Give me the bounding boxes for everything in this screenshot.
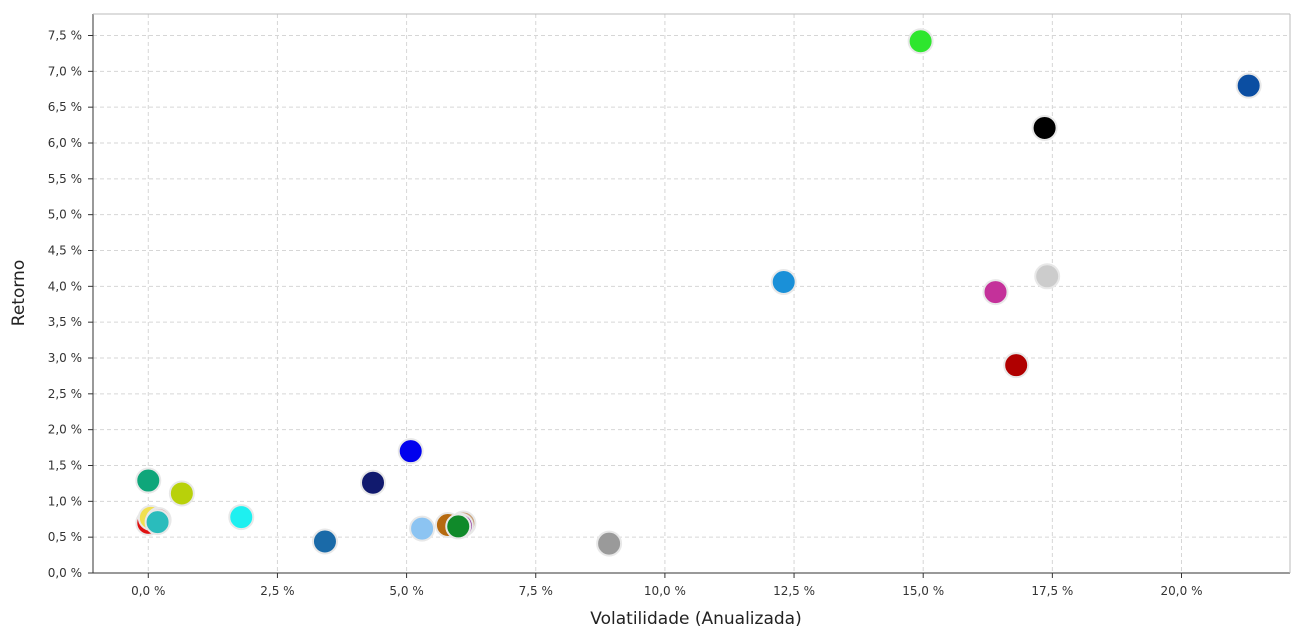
data-point — [360, 469, 387, 496]
x-tick-label: 15,0 % — [902, 584, 944, 598]
x-tick-label: 5,0 % — [389, 584, 423, 598]
y-tick-label: 5,0 % — [48, 208, 82, 222]
y-tick-label: 5,5 % — [48, 172, 82, 186]
y-tick-label: 2,0 % — [48, 423, 82, 437]
data-point — [397, 438, 424, 465]
y-tick-label: 4,0 % — [48, 279, 82, 293]
y-tick-label: 3,0 % — [48, 351, 82, 365]
y-tick-label: 6,0 % — [48, 136, 82, 150]
x-tick-label: 2,5 % — [260, 584, 294, 598]
x-tick-label: 10,0 % — [644, 584, 686, 598]
data-point — [982, 279, 1009, 306]
x-tick-label: 7,5 % — [519, 584, 553, 598]
data-point — [409, 515, 436, 542]
data-point — [311, 528, 338, 555]
x-axis-title: Volatilidade (Anualizada) — [590, 609, 801, 628]
x-tick-label: 20,0 % — [1161, 584, 1203, 598]
y-tick-label: 4,5 % — [48, 244, 82, 258]
data-point — [596, 530, 623, 557]
y-tick-label: 6,5 % — [48, 100, 82, 114]
x-ticks: 0,0 % 2,5 % 5,0 % 7,5 % 10,0 % 12,5 % 15,0 % 17… — [131, 573, 1202, 598]
y-tick-label: 7,5 % — [48, 29, 82, 43]
data-points — [135, 28, 1262, 557]
data-point — [1031, 114, 1058, 141]
x-tick-label: 12,5 % — [773, 584, 815, 598]
y-tick-label: 1,0 % — [48, 494, 82, 508]
x-tick-label: 17,5 % — [1031, 584, 1073, 598]
data-point — [135, 467, 162, 494]
data-point — [770, 269, 797, 296]
data-point — [445, 513, 472, 540]
data-point — [168, 480, 195, 507]
data-point — [228, 504, 255, 531]
y-tick-label: 3,5 % — [48, 315, 82, 329]
data-point — [1235, 72, 1262, 99]
y-axis-title: Retorno — [9, 260, 29, 326]
x-tick-label: 0,0 % — [131, 584, 165, 598]
y-tick-label: 0,0 % — [48, 566, 82, 580]
y-tick-label: 1,5 % — [48, 459, 82, 473]
grid-lines — [93, 14, 1290, 573]
data-point — [144, 509, 171, 536]
data-point — [907, 28, 934, 55]
data-point — [1034, 263, 1061, 290]
y-tick-label: 2,5 % — [48, 387, 82, 401]
axes — [92, 13, 1291, 574]
y-tick-label: 7,0 % — [48, 64, 82, 78]
data-point — [1003, 352, 1030, 379]
y-ticks: 0,0 % 0,5 % 1,0 % 1,5 % 2,0 % 2,5 % 3,0 % 3,5 %… — [48, 29, 93, 580]
y-tick-label: 0,5 % — [48, 530, 82, 544]
